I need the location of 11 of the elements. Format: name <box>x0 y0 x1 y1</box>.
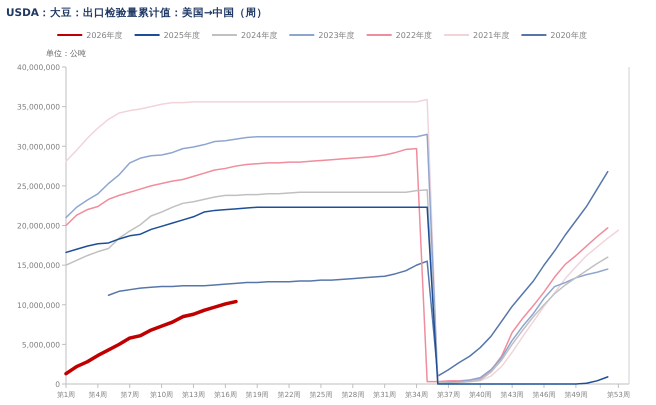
legend-label: 2021年度 <box>473 31 510 40</box>
legend-label: 2023年度 <box>318 31 355 40</box>
line-series <box>108 170 608 377</box>
legend-label: 2024年度 <box>240 31 278 40</box>
legend-label: 2025年度 <box>164 31 200 40</box>
legend-label: 2022年度 <box>396 31 432 40</box>
chart-title: USDA：大豆：出口检验量累计值：美国→中国（周） <box>6 6 268 19</box>
legend-label: 2020年度 <box>550 31 587 40</box>
legend-label: 2026年度 <box>86 31 123 40</box>
line-series <box>64 300 238 376</box>
y-axis-title: 单位：公吨 <box>46 49 86 58</box>
